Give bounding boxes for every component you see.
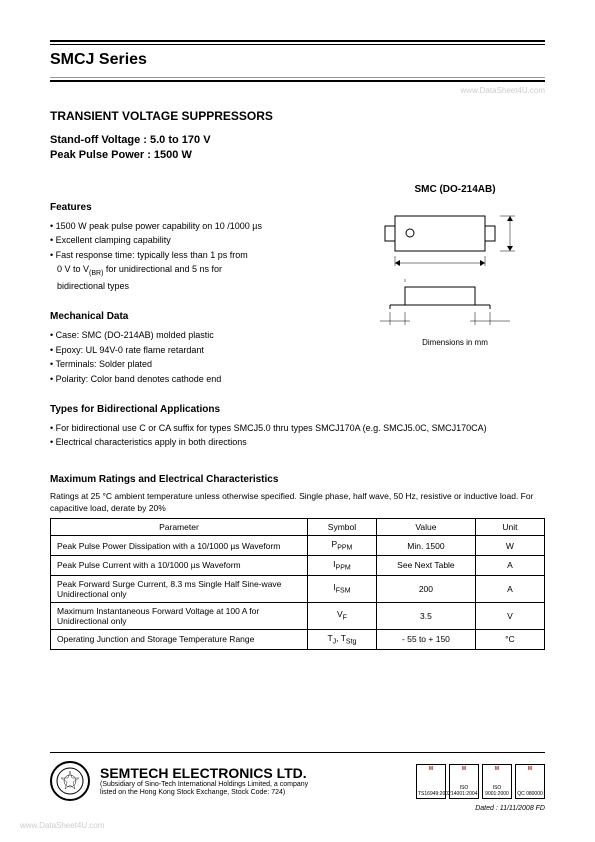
package-diagram-side — [375, 277, 535, 332]
features-heading: Features — [50, 202, 345, 213]
spec-standoff: Stand-off Voltage : 5.0 to 170 V — [50, 133, 545, 148]
page-title: TRANSIENT VOLTAGE SUPPRESSORS — [50, 109, 545, 123]
col-symbol: Symbol — [307, 519, 376, 536]
table-row: Peak Pulse Power Dissipation with a 10/1… — [51, 536, 545, 556]
mechanical-heading: Mechanical Data — [50, 311, 345, 322]
bidir-item: For bidirectional use C or CA suffix for… — [50, 421, 545, 435]
package-label: SMC (DO-214AB) — [365, 184, 545, 195]
cert-badge: MQC 080000 — [515, 764, 545, 799]
mech-item: Polarity: Color band denotes cathode end — [50, 372, 345, 386]
table-row: Maximum Instantaneous Forward Voltage at… — [51, 602, 545, 629]
package-diagram-top — [375, 201, 535, 271]
company-logo — [50, 761, 90, 801]
features-list: 1500 W peak pulse power capability on 10… — [50, 219, 345, 262]
table-row: Peak Forward Surge Current, 8.3 ms Singl… — [51, 575, 545, 602]
bidir-heading: Types for Bidirectional Applications — [50, 404, 545, 415]
ratings-intro: Ratings at 25 °C ambient temperature unl… — [50, 491, 545, 515]
feature-item: Fast response time: typically less than … — [50, 248, 345, 262]
cert-badge: MISO 14001:2004 — [449, 764, 479, 799]
table-row: Operating Junction and Storage Temperatu… — [51, 629, 545, 649]
col-param: Parameter — [51, 519, 308, 536]
bidir-item: Electrical characteristics apply in both… — [50, 435, 545, 449]
mech-item: Terminals: Solder plated — [50, 357, 345, 371]
mech-item: Case: SMC (DO-214AB) molded plastic — [50, 328, 345, 342]
table-row: Peak Pulse Current with a 10/1000 µs Wav… — [51, 556, 545, 576]
footer: SEMTECH ELECTRONICS LTD. (Subsidiary of … — [50, 752, 545, 812]
watermark-bottom: www.DataSheet4U.com — [20, 821, 104, 830]
cert-badge: MISO 9001:2000 — [482, 764, 512, 799]
ratings-table: Parameter Symbol Value Unit Peak Pulse P… — [50, 518, 545, 649]
mech-item: Epoxy: UL 94V-0 rate flame retardant — [50, 343, 345, 357]
mechanical-list: Case: SMC (DO-214AB) molded plastic Epox… — [50, 328, 345, 386]
dims-caption: Dimensions in mm — [365, 338, 545, 347]
col-unit: Unit — [475, 519, 544, 536]
ratings-heading: Maximum Ratings and Electrical Character… — [50, 474, 545, 485]
feature-item: Excellent clamping capability — [50, 233, 345, 247]
feature-cont: 0 V to V(BR) for unidirectional and 5 ns… — [57, 264, 222, 274]
bidir-list: For bidirectional use C or CA suffix for… — [50, 421, 545, 450]
cert-badges: MTS16949:2002 MISO 14001:2004 MISO 9001:… — [416, 764, 545, 799]
feature-cont: bidirectional types — [57, 279, 345, 293]
spec-power: Peak Pulse Power : 1500 W — [50, 148, 545, 163]
cert-badge: MTS16949:2002 — [416, 764, 446, 799]
col-value: Value — [377, 519, 476, 536]
footer-date: Dated : 11/11/2008 FD — [50, 805, 545, 812]
watermark-top: www.DataSheet4U.com — [50, 86, 545, 95]
company-sub2: listed on the Hong Kong Stock Exchange, … — [100, 789, 416, 797]
series-title: SMCJ Series — [50, 51, 545, 69]
feature-item: 1500 W peak pulse power capability on 10… — [50, 219, 345, 233]
company-sub1: (Subsidiary of Sino-Tech International H… — [100, 781, 416, 789]
company-name: SEMTECH ELECTRONICS LTD. — [100, 765, 416, 781]
